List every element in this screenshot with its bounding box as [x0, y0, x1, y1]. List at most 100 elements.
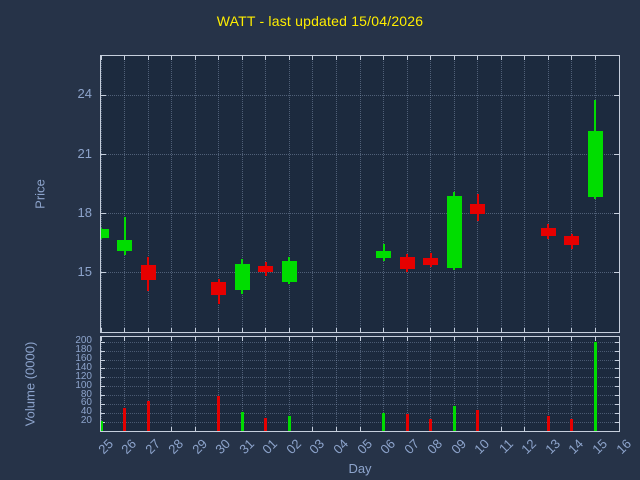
tick-mark: [359, 427, 361, 431]
volume-tick-label: 140: [75, 361, 92, 373]
tick-mark: [101, 337, 102, 341]
tick-mark: [335, 56, 337, 60]
tick-mark: [359, 328, 361, 332]
price-tick-label: 21: [77, 145, 92, 161]
grid-line-horizontal: [101, 412, 619, 414]
chart-title: WATT - last updated 15/04/2026: [216, 13, 424, 29]
volume-tick-label: 180: [75, 344, 92, 356]
grid-line-horizontal: [101, 368, 619, 370]
grid-line-vertical: [171, 56, 173, 332]
tick-mark: [124, 56, 126, 60]
volume-tick-label: 20: [80, 415, 92, 427]
volume-bar: [240, 412, 244, 431]
tick-mark: [101, 328, 102, 332]
candle-body: [211, 281, 227, 295]
tick-mark: [288, 328, 290, 332]
tick-mark: [614, 272, 619, 274]
tick-mark: [571, 56, 573, 60]
x-tick-label: 12: [518, 436, 540, 457]
tick-mark: [147, 337, 149, 341]
tick-mark: [101, 341, 105, 343]
tick-mark: [147, 56, 149, 60]
tick-mark: [594, 337, 596, 341]
volume-bar: [382, 413, 386, 431]
grid-line-vertical: [101, 56, 102, 332]
day-axis-label: Day: [348, 461, 372, 476]
grid-line-horizontal: [101, 272, 619, 274]
grid-line-vertical: [359, 337, 361, 431]
grid-line-vertical: [147, 337, 149, 431]
grid-line-vertical: [406, 56, 408, 332]
tick-mark: [477, 56, 479, 60]
x-tick-label: 02: [283, 436, 304, 457]
price-tick-label: 24: [77, 86, 92, 102]
candle-body: [446, 195, 462, 268]
tick-mark: [101, 154, 106, 156]
tick-mark: [124, 337, 126, 341]
tick-mark: [430, 337, 432, 341]
tick-mark: [171, 56, 173, 60]
tick-mark: [312, 427, 314, 431]
candle-body: [117, 240, 133, 252]
tick-mark: [547, 56, 549, 60]
x-tick-label: 13: [542, 436, 563, 457]
tick-mark: [265, 328, 267, 332]
grid-line-horizontal: [101, 377, 619, 379]
tick-mark: [101, 377, 105, 379]
grid-line-vertical: [571, 337, 573, 431]
candle-body: [540, 227, 556, 237]
tick-mark: [615, 359, 619, 361]
x-tick-label: 03: [306, 436, 328, 457]
x-tick-label: 08: [424, 436, 446, 457]
tick-mark: [618, 56, 619, 60]
tick-mark: [101, 395, 105, 397]
volume-tick-label: 100: [75, 379, 92, 391]
volume-bar: [264, 417, 268, 431]
tick-mark: [218, 337, 220, 341]
tick-mark: [265, 337, 267, 341]
price-axis-label: Price: [32, 179, 48, 209]
tick-mark: [406, 328, 408, 332]
grid-line-horizontal: [101, 359, 619, 361]
x-tick-label: 28: [165, 436, 187, 457]
tick-mark: [477, 337, 479, 341]
tick-mark: [194, 56, 196, 60]
grid-line-vertical: [383, 56, 385, 332]
grid-line-vertical: [406, 337, 408, 431]
grid-line-vertical: [524, 337, 526, 431]
grid-line-vertical: [124, 56, 126, 332]
price-tick-label: 18: [77, 204, 92, 220]
price-plot: [100, 55, 620, 333]
tick-mark: [194, 337, 196, 341]
tick-mark: [430, 328, 432, 332]
tick-mark: [241, 56, 243, 60]
grid-line-vertical: [453, 337, 455, 431]
volume-bar: [405, 414, 409, 431]
x-tick-label: 07: [400, 436, 422, 457]
grid-line-horizontal: [101, 421, 619, 423]
candle-body: [399, 257, 415, 269]
volume-bar: [123, 407, 127, 431]
tick-mark: [101, 368, 105, 370]
grid-line-vertical: [312, 56, 314, 332]
grid-line-vertical: [524, 56, 526, 332]
grid-line-vertical: [218, 56, 220, 332]
tick-mark: [547, 337, 549, 341]
tick-mark: [124, 328, 126, 332]
volume-bar: [570, 419, 574, 431]
candle-body: [234, 263, 250, 290]
tick-mark: [383, 328, 385, 332]
tick-mark: [171, 427, 173, 431]
x-tick-label: 04: [330, 436, 352, 457]
tick-mark: [594, 328, 596, 332]
x-tick-label: 30: [212, 436, 234, 457]
grid-line-vertical: [430, 337, 432, 431]
candle-body: [281, 261, 297, 282]
grid-line-vertical: [547, 337, 549, 431]
tick-mark: [101, 272, 106, 274]
grid-line-vertical: [547, 56, 549, 332]
x-tick-label: 10: [471, 436, 493, 457]
tick-mark: [453, 337, 455, 341]
x-tick-label: 25: [94, 436, 116, 457]
x-tick-label: 16: [612, 436, 634, 457]
